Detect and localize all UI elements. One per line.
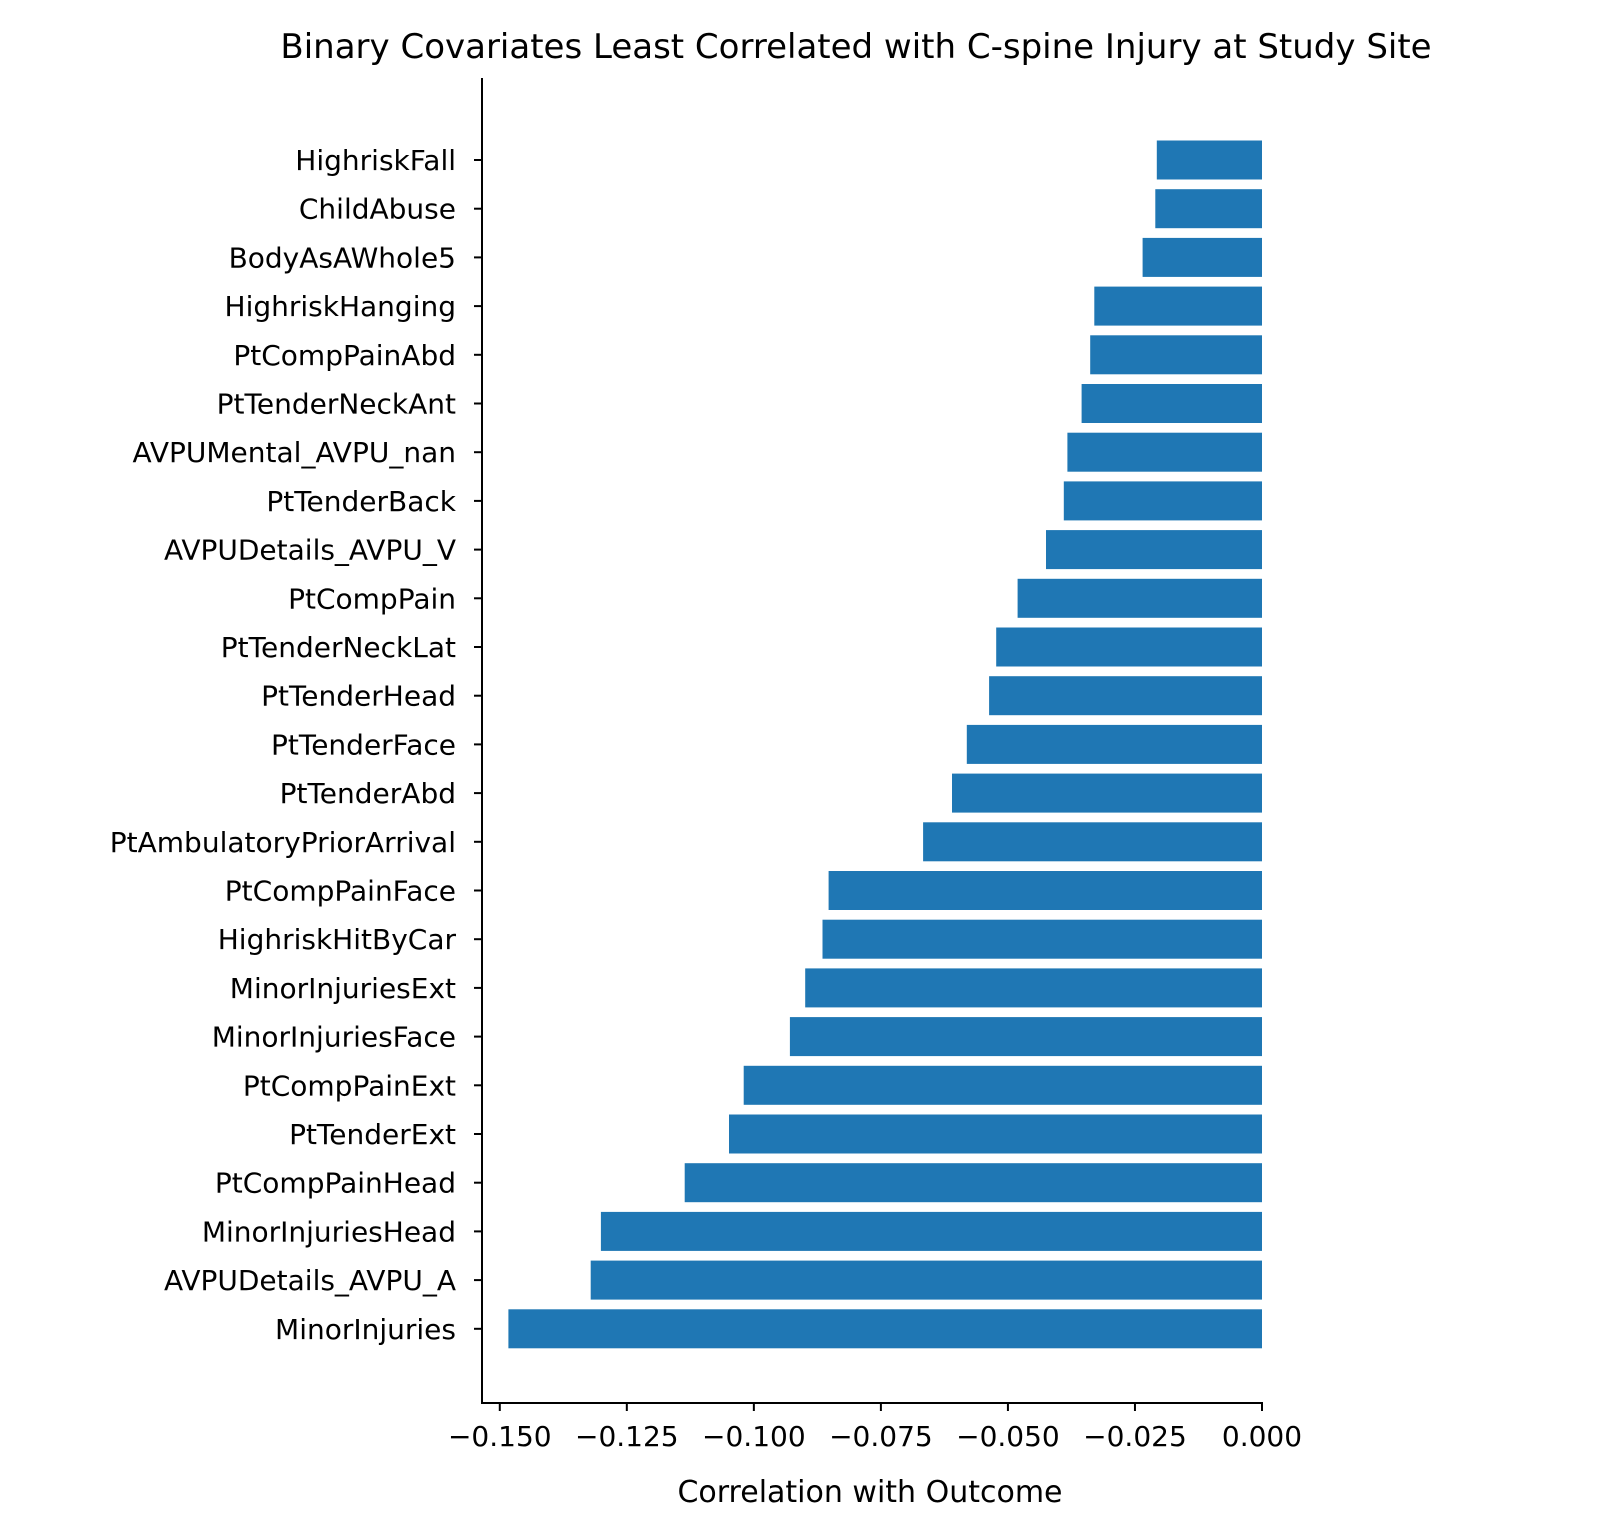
y-axis-ticks: HighriskFall ChildAbuse BodyAsAWhole5 Highr… bbox=[110, 144, 482, 1346]
bar-BodyAsAWhole5 bbox=[1142, 237, 1262, 277]
bar-MinorInjuries bbox=[508, 1309, 1262, 1349]
bars-group bbox=[508, 140, 1262, 1349]
y-tick-label: MinorInjuriesFace bbox=[212, 1021, 456, 1054]
x-axis-label: Correlation with Outcome bbox=[677, 1475, 1062, 1510]
y-tick-label: MinorInjuriesHead bbox=[202, 1215, 456, 1248]
bar-PtAmbulatoryPriorArrival bbox=[923, 822, 1262, 862]
y-tick-label: PtTenderNeckLat bbox=[221, 631, 456, 664]
bar-AVPUDetails_AVPU_A bbox=[590, 1260, 1262, 1300]
x-tick-label: 0.000 bbox=[1222, 1420, 1302, 1453]
y-tick-label: AVPUDetails_AVPU_A bbox=[164, 1264, 456, 1297]
bar-HighriskHitByCar bbox=[822, 919, 1262, 959]
bar-PtTenderFace bbox=[966, 724, 1262, 764]
bar-PtCompPain bbox=[1017, 578, 1262, 618]
y-tick-label: PtTenderNeckAnt bbox=[217, 388, 456, 421]
bar-MinorInjuriesExt bbox=[805, 968, 1262, 1008]
x-tick-label: −0.100 bbox=[702, 1420, 806, 1453]
bar-PtCompPainExt bbox=[743, 1065, 1262, 1105]
bar-HighriskFall bbox=[1156, 140, 1262, 180]
bar-AVPUDetails_AVPU_V bbox=[1046, 530, 1262, 570]
y-tick-label: PtTenderBack bbox=[266, 485, 456, 518]
x-tick-label: −0.125 bbox=[575, 1420, 679, 1453]
y-tick-label: PtTenderAbd bbox=[280, 777, 456, 810]
bar-PtCompPainHead bbox=[684, 1163, 1262, 1203]
y-tick-label: PtCompPain bbox=[288, 582, 456, 615]
y-tick-label: MinorInjuries bbox=[275, 1313, 456, 1346]
y-tick-label: PtCompPainFace bbox=[225, 875, 456, 908]
x-tick-label: −0.050 bbox=[956, 1420, 1060, 1453]
y-tick-label: PtTenderFace bbox=[271, 728, 456, 761]
y-tick-label: PtTenderHead bbox=[261, 680, 456, 713]
x-tick-label: −0.075 bbox=[829, 1420, 933, 1453]
chart-title: Binary Covariates Least Correlated with … bbox=[280, 27, 1431, 67]
bar-PtTenderBack bbox=[1063, 481, 1262, 521]
bar-PtTenderNeckLat bbox=[996, 627, 1262, 667]
bar-MinorInjuriesFace bbox=[789, 1017, 1262, 1057]
y-tick-label: PtTenderExt bbox=[289, 1118, 456, 1151]
x-tick-label: −0.025 bbox=[1083, 1420, 1187, 1453]
y-tick-label: ChildAbuse bbox=[299, 193, 456, 226]
y-tick-label: PtCompPainAbd bbox=[233, 339, 456, 372]
bar-HighriskHanging bbox=[1094, 286, 1262, 326]
y-tick-label: MinorInjuriesExt bbox=[230, 972, 456, 1005]
y-tick-label: AVPUMental_AVPU_nan bbox=[133, 436, 457, 469]
bar-PtTenderAbd bbox=[952, 773, 1262, 813]
x-tick-label: −0.150 bbox=[448, 1420, 552, 1453]
bar-PtCompPainFace bbox=[828, 871, 1262, 910]
bar-PtCompPainAbd bbox=[1090, 335, 1262, 375]
y-tick-label: HighriskFall bbox=[295, 144, 456, 177]
bar-PtTenderHead bbox=[989, 676, 1262, 716]
y-tick-label: BodyAsAWhole5 bbox=[229, 241, 456, 274]
y-tick-label: PtCompPainExt bbox=[243, 1069, 456, 1102]
y-tick-label: AVPUDetails_AVPU_V bbox=[164, 534, 456, 567]
y-tick-label: HighriskHanging bbox=[225, 290, 456, 323]
bar-ChildAbuse bbox=[1155, 189, 1262, 229]
bar-AVPUMental_AVPU_nan bbox=[1067, 432, 1262, 472]
bar-MinorInjuriesHead bbox=[600, 1211, 1262, 1251]
y-tick-label: HighriskHitByCar bbox=[218, 923, 457, 956]
y-tick-label: PtCompPainHead bbox=[215, 1167, 456, 1200]
x-axis-ticks: −0.150 −0.125 −0.100 −0.075 −0.050 −0.025 0.00… bbox=[448, 1403, 1302, 1453]
bar-PtTenderExt bbox=[729, 1114, 1262, 1154]
y-tick-label: PtAmbulatoryPriorArrival bbox=[110, 826, 456, 859]
bar-PtTenderNeckAnt bbox=[1081, 384, 1262, 423]
